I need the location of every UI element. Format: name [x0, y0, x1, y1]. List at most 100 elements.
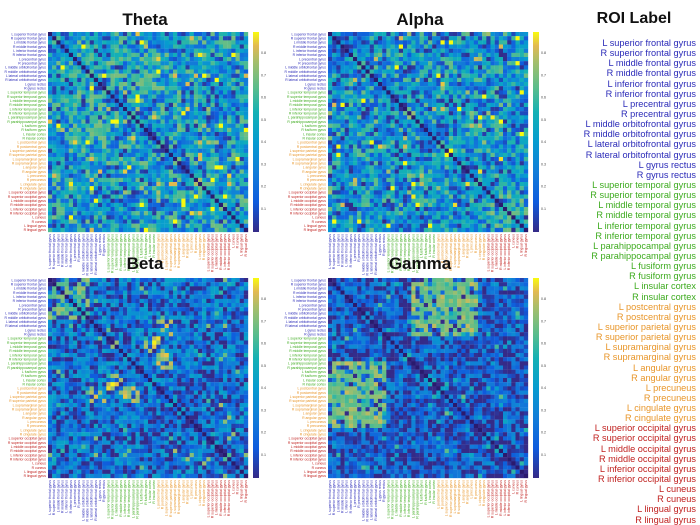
heatmap-cell: [235, 152, 240, 158]
heatmap-cell: [110, 165, 115, 170]
heatmap-cell: [168, 207, 174, 212]
heatmap-cell: [114, 157, 119, 162]
heatmap-cell: [340, 98, 345, 103]
heatmap-cell: [239, 94, 244, 99]
heatmap-cell: [428, 32, 433, 37]
heatmap-cell: [89, 73, 94, 78]
heatmap-cell: [93, 98, 99, 103]
heatmap-cell: [210, 198, 215, 203]
heatmap-cell: [448, 52, 454, 58]
heatmap-cell: [214, 40, 219, 45]
heatmap-cell: [185, 123, 190, 128]
heatmap-cell: [235, 278, 240, 283]
heatmap-cell: [210, 223, 215, 228]
heatmap-cell: [498, 44, 504, 49]
heatmap-cell: [114, 136, 119, 141]
heatmap-cell: [503, 32, 508, 37]
heatmap-cell: [419, 40, 424, 45]
heatmap-cell: [73, 48, 78, 53]
heatmap-cell: [239, 132, 244, 137]
heatmap-cell: [398, 52, 404, 58]
heatmap-cell: [432, 140, 437, 145]
heatmap-cell: [515, 127, 520, 133]
heatmap-cell: [503, 115, 508, 120]
heatmap-cell: [48, 207, 53, 212]
heatmap-cell: [373, 223, 379, 228]
heatmap-cell: [511, 115, 516, 120]
heatmap-cell: [89, 157, 94, 162]
heatmap-cell: [106, 140, 111, 145]
heatmap-cell: [332, 36, 337, 41]
heatmap-cell: [52, 290, 57, 295]
heatmap-cell: [106, 61, 111, 66]
heatmap-cell: [168, 198, 174, 203]
heatmap-cell: [160, 140, 165, 145]
heatmap-cell: [519, 190, 524, 195]
heatmap-cell: [407, 107, 412, 112]
heatmap-cell: [202, 61, 207, 66]
heatmap-cell: [177, 215, 182, 220]
heatmap-cell: [152, 202, 157, 208]
heatmap-cell: [444, 157, 449, 162]
heatmap-cell: [469, 127, 474, 133]
heatmap-cell: [515, 102, 520, 108]
heatmap-cell: [511, 173, 516, 178]
heatmap-row-label: L angular gyrus: [23, 166, 47, 170]
heatmap-cell: [482, 111, 487, 116]
heatmap-cell: [373, 36, 379, 41]
heatmap-row-label: L superior parietal gyrus: [10, 149, 47, 153]
heatmap-cell: [428, 144, 433, 149]
heatmap-cell: [432, 65, 437, 70]
heatmap-cell: [127, 48, 132, 53]
heatmap-cell: [453, 48, 458, 53]
heatmap-cell: [73, 198, 78, 203]
heatmap-cell: [523, 144, 529, 149]
heatmap-cell: [52, 144, 57, 149]
heatmap-cell: [89, 65, 94, 70]
heatmap-cell: [85, 169, 90, 174]
heatmap-row-label: R parahippocampal gyrus: [7, 120, 46, 124]
heatmap-row-label: R inferior frontal gyrus: [13, 53, 47, 57]
heatmap-cell: [139, 115, 144, 120]
heatmap-cell: [160, 211, 165, 216]
heatmap-cell: [523, 227, 529, 233]
heatmap-cell: [403, 52, 408, 58]
heatmap-cell: [407, 111, 412, 116]
heatmap-cell: [486, 102, 491, 108]
heatmap-row-label: R superior parietal gyrus: [289, 153, 326, 157]
heatmap-cell: [143, 32, 149, 37]
heatmap-cell: [490, 82, 495, 87]
heatmap-cell: [403, 173, 408, 178]
heatmap-cell: [48, 65, 53, 70]
heatmap-cell: [411, 148, 416, 153]
heatmap-cell: [102, 32, 107, 37]
heatmap-cell: [486, 77, 491, 83]
heatmap-cell: [181, 157, 186, 162]
heatmap-cell: [168, 52, 174, 58]
heatmap-cell: [407, 169, 412, 174]
heatmap-cell: [114, 98, 119, 103]
heatmap-cell: [428, 227, 433, 233]
heatmap-cell: [93, 286, 99, 291]
heatmap-cell: [143, 140, 149, 145]
heatmap-cell: [390, 69, 395, 74]
heatmap-cell: [432, 73, 437, 78]
heatmap-cell: [440, 219, 445, 224]
heatmap-cell: [365, 111, 370, 116]
heatmap-cell: [448, 65, 454, 70]
heatmap-cell: [373, 69, 379, 74]
heatmap-cell: [503, 82, 508, 87]
heatmap-cell: [357, 94, 362, 99]
heatmap-cell: [448, 177, 454, 183]
heatmap-cell: [73, 140, 78, 145]
heatmap-cell: [353, 94, 358, 99]
heatmap-cell: [110, 94, 115, 99]
heatmap-cell: [386, 77, 391, 83]
heatmap-cell: [177, 115, 182, 120]
heatmap-cell: [382, 211, 387, 216]
heatmap-cell: [507, 86, 512, 91]
heatmap-cell: [131, 219, 136, 224]
heatmap-cell: [98, 282, 103, 287]
heatmap-cell: [461, 115, 466, 120]
heatmap-cell: [465, 194, 470, 199]
